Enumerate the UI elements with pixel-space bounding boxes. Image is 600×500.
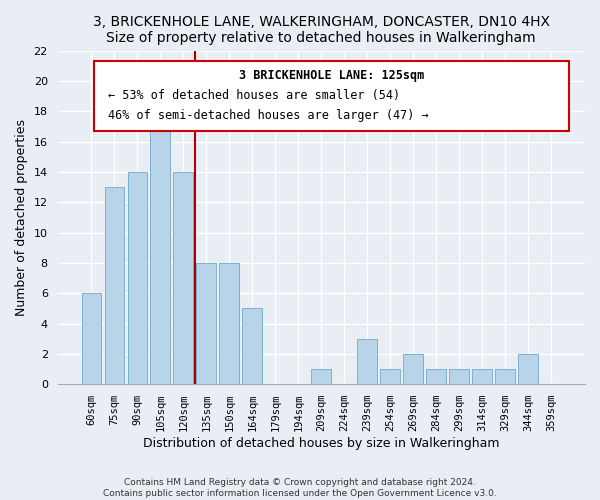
X-axis label: Distribution of detached houses by size in Walkeringham: Distribution of detached houses by size … (143, 437, 500, 450)
Bar (311, 369, 331, 384)
Y-axis label: Number of detached properties: Number of detached properties (15, 119, 28, 316)
Title: 3, BRICKENHOLE LANE, WALKERINGHAM, DONCASTER, DN10 4HX
Size of property relative: 3, BRICKENHOLE LANE, WALKERINGHAM, DONCA… (93, 15, 550, 45)
Bar (449, 369, 469, 384)
Bar (427, 369, 446, 384)
Bar (173, 172, 193, 384)
Text: 3 BRICKENHOLE LANE: 125sqm: 3 BRICKENHOLE LANE: 125sqm (239, 69, 424, 82)
Bar (220, 263, 239, 384)
Text: ← 53% of detached houses are smaller (54): ← 53% of detached houses are smaller (54… (107, 89, 400, 102)
Text: Contains HM Land Registry data © Crown copyright and database right 2024.
Contai: Contains HM Land Registry data © Crown c… (103, 478, 497, 498)
Bar (82, 293, 101, 384)
Bar (403, 354, 423, 384)
Bar (472, 369, 492, 384)
Text: 46% of semi-detached houses are larger (47) →: 46% of semi-detached houses are larger (… (107, 109, 428, 122)
Bar (518, 354, 538, 384)
Bar (151, 111, 170, 384)
Bar (380, 369, 400, 384)
Bar (104, 187, 124, 384)
FancyBboxPatch shape (94, 60, 569, 130)
Bar (128, 172, 147, 384)
Bar (496, 369, 515, 384)
Bar (196, 263, 216, 384)
Bar (358, 338, 377, 384)
Bar (242, 308, 262, 384)
